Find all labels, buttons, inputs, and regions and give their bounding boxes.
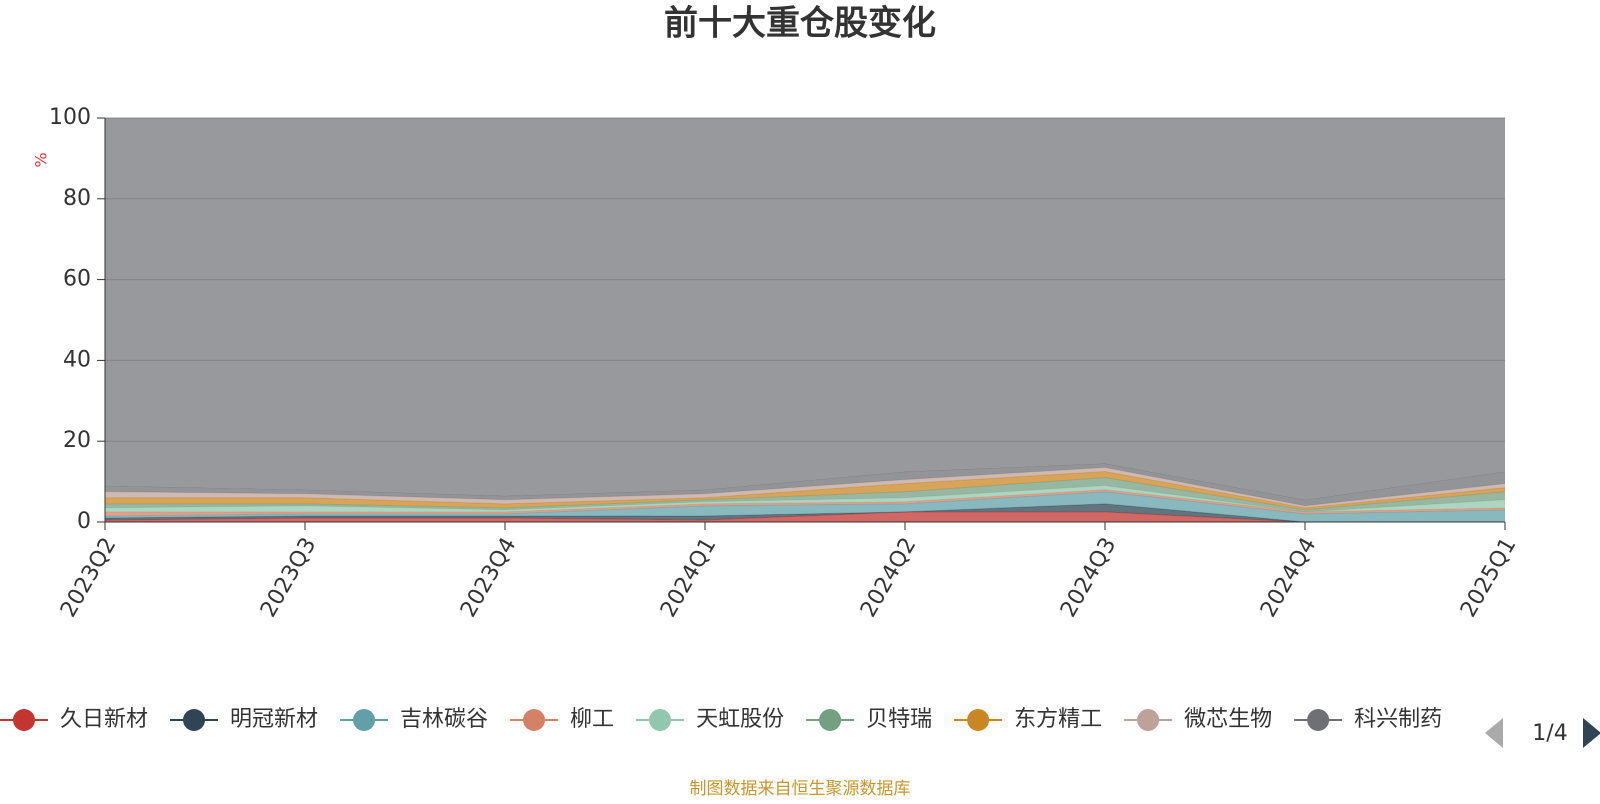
legend-label: 柳工	[570, 707, 614, 732]
legend-prev[interactable]	[1485, 718, 1503, 748]
legend-next[interactable]	[1583, 718, 1600, 748]
y-tick-label: 80	[63, 186, 91, 211]
legend-item[interactable]: 微芯生物	[1124, 707, 1272, 732]
legend-item[interactable]: 柳工	[510, 707, 614, 732]
y-tick-label: 40	[63, 347, 91, 372]
legend-label: 久日新材	[60, 707, 148, 732]
legend-item[interactable]: 东方精工	[954, 707, 1102, 732]
x-tick-label: 2025Q1	[1456, 534, 1521, 622]
legend-label: 科兴制药	[1354, 707, 1442, 732]
legend-marker	[183, 709, 206, 731]
legend-label: 微芯生物	[1184, 707, 1272, 732]
source-note: 制图数据来自恒生聚源数据库	[690, 779, 911, 799]
legend-item[interactable]: 吉林碳谷	[340, 707, 488, 732]
legend-marker	[13, 709, 35, 731]
legend-label: 天虹股份	[696, 707, 784, 732]
legend-label: 贝特瑞	[866, 707, 932, 732]
x-tick-label: 2024Q2	[856, 534, 921, 622]
area	[105, 118, 1505, 500]
legend-marker	[649, 709, 672, 731]
legend: 久日新材 明冠新材 吉林碳谷 柳工 天虹股份 贝特瑞 东方精工 微芯生物 科兴制药	[0, 707, 1442, 732]
x-tick-label: 2024Q3	[1056, 534, 1121, 622]
chart-title: 前十大重仓股变化	[664, 4, 936, 44]
legend-item[interactable]: 贝特瑞	[806, 707, 932, 732]
area	[105, 491, 1505, 522]
legend-item[interactable]: 久日新材	[0, 707, 148, 732]
area	[105, 503, 1505, 522]
y-tick-label: 20	[63, 428, 91, 453]
x-tick-label: 2023Q3	[256, 534, 321, 622]
legend-marker	[967, 709, 990, 731]
legend-marker	[353, 709, 376, 731]
legend-marker	[1137, 709, 1160, 731]
legend-item[interactable]: 明冠新材	[170, 707, 318, 732]
areas	[104, 117, 1506, 523]
legend-label: 东方精工	[1014, 707, 1102, 732]
area	[105, 511, 1505, 522]
x-tick-label: 2023Q4	[456, 534, 521, 622]
x-tick-label: 2023Q2	[56, 534, 121, 622]
y-tick-label: 60	[63, 267, 91, 292]
legend-marker	[819, 709, 842, 731]
y-axis-label: %	[32, 152, 51, 167]
legend-page: 1/4	[1532, 721, 1567, 746]
x-tick-label: 2024Q4	[1256, 534, 1321, 622]
y-tick-label: 100	[49, 105, 91, 130]
y-tick-label: 0	[77, 509, 91, 534]
legend-item[interactable]: 天虹股份	[636, 707, 784, 732]
legend-label: 明冠新材	[230, 707, 318, 732]
legend-marker	[523, 709, 546, 731]
x-tick-label: 2024Q1	[656, 534, 721, 622]
legend-marker	[1307, 709, 1330, 731]
legend-label: 吉林碳谷	[400, 707, 488, 732]
area	[105, 463, 1505, 506]
legend-item[interactable]: 科兴制药	[1294, 707, 1442, 732]
